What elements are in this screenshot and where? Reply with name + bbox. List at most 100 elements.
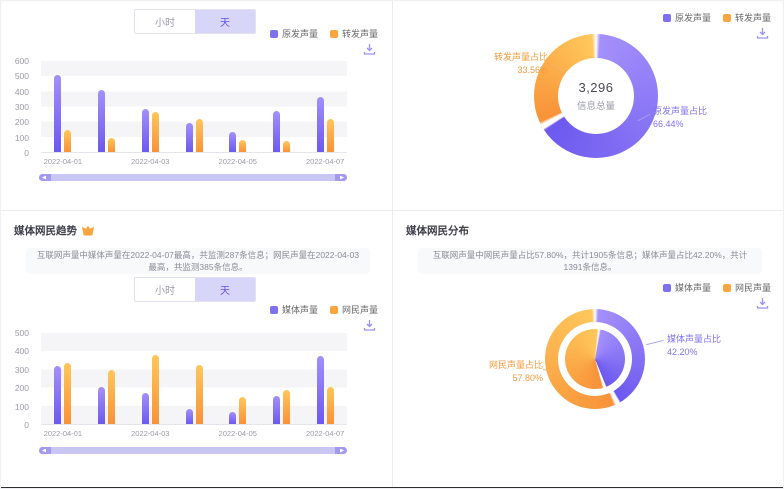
- download-icon[interactable]: [363, 319, 376, 332]
- y-tick-label: 100: [14, 132, 29, 143]
- bar-group: [172, 333, 216, 424]
- bar-网民声量: [326, 386, 334, 424]
- y-axis: 500 400 300 200 100 0: [1, 328, 35, 430]
- legend-item-media[interactable]: 媒体声量: [662, 281, 711, 294]
- bar-plot: [41, 61, 347, 153]
- download-icon[interactable]: [363, 43, 376, 56]
- slice-label-name: 原发声量占比: [653, 106, 708, 116]
- scrollbar-right-handle[interactable]: [335, 174, 347, 181]
- legend-swatch-orange: [722, 283, 731, 292]
- legend-swatch-orange: [329, 29, 338, 38]
- slice-label-name: 转发声量占比: [493, 52, 548, 62]
- scrollbar-left-handle[interactable]: [39, 447, 51, 454]
- legend-item-netizen[interactable]: 网民声量: [329, 303, 378, 316]
- bar-媒体声量: [185, 409, 193, 424]
- bar-媒体声量: [98, 386, 106, 424]
- window-bottom-edge: [1, 487, 783, 488]
- scrollbar-left-handle[interactable]: [39, 174, 51, 181]
- toggle-hour-button[interactable]: 小时: [135, 278, 195, 301]
- legend-swatch-purple: [269, 29, 278, 38]
- legend-item-repost[interactable]: 转发声量: [722, 11, 771, 24]
- data-zoom-scrollbar[interactable]: [39, 174, 347, 181]
- slice-label-original: 原发声量占比 66.44%: [653, 105, 733, 131]
- slice-label-pct: 33.56%: [517, 65, 548, 75]
- x-tick-label: [172, 157, 216, 166]
- summary-text: 互联网声量中媒体声量在2022-04-07最高，共监测287条信息；网民声量在2…: [26, 248, 370, 274]
- y-tick-label: 500: [14, 71, 29, 82]
- bar-原发声量: [98, 89, 106, 152]
- legend-swatch-purple: [269, 305, 278, 314]
- legend-item-repost[interactable]: 转发声量: [329, 27, 378, 40]
- x-tick-label: [172, 429, 216, 438]
- bar-网民声量: [151, 354, 159, 424]
- bar-group: [41, 333, 85, 424]
- download-icon[interactable]: [756, 297, 769, 310]
- x-axis: 2022-04-01 2022-04-03 2022-04-05 2022-04-07: [41, 157, 347, 166]
- x-tick-label: [260, 157, 304, 166]
- bar-group: [128, 61, 172, 152]
- slice-label-repost: 转发声量占比 33.56%: [463, 51, 548, 77]
- time-granularity-toggle: 小时 天: [134, 9, 256, 34]
- panel-title-text: 媒体网民分布: [406, 225, 469, 237]
- x-axis: 2022-04-01 2022-04-03 2022-04-05 2022-04-07: [41, 429, 347, 438]
- bar-媒体声量: [54, 365, 62, 424]
- toggle-day-button[interactable]: 天: [195, 278, 255, 301]
- bar-转发声量: [64, 130, 72, 152]
- bar-转发声量: [326, 119, 334, 152]
- bar-原发声量: [185, 123, 193, 152]
- x-tick-label: [260, 429, 304, 438]
- legend-item-original[interactable]: 原发声量: [269, 27, 318, 40]
- donut-chart-voice-share: 3,296 信息总量: [534, 34, 658, 158]
- toggle-hour-button[interactable]: 小时: [135, 10, 195, 33]
- panel-voice-share: 原发声量 转发声量 3,296 信息总量 转发声量占比 33.56% 原发声量占…: [393, 1, 783, 211]
- legend-item-original[interactable]: 原发声量: [662, 11, 711, 24]
- legend-label: 转发声量: [341, 29, 378, 39]
- x-tick-label: 2022-04-01: [43, 157, 83, 166]
- callout-line: [646, 339, 664, 346]
- panel-voice-trend: 小时 天 原发声量 转发声量 600 500 400 300 200 100 0 2022-…: [1, 1, 393, 211]
- bar-原发声量: [141, 108, 149, 152]
- slice-label-pct: 57.80%: [512, 373, 543, 383]
- y-tick-label: 300: [14, 364, 29, 375]
- x-tick-label: 2022-04-03: [131, 157, 170, 166]
- bar-group: [216, 61, 260, 152]
- x-tick-label: 2022-04-07: [305, 157, 345, 166]
- bar-网民声量: [108, 370, 116, 424]
- crown-icon: [82, 225, 94, 236]
- y-tick-label: 0: [24, 420, 29, 430]
- bar-转发声量: [239, 139, 247, 152]
- summary-text: 互联网声量中网民声量占比57.80%，共计1905条信息；媒体声量占比42.20…: [418, 248, 762, 274]
- bar-转发声量: [151, 111, 159, 152]
- bar-group: [303, 61, 347, 152]
- x-tick-label: 2022-04-07: [305, 429, 345, 438]
- bar-原发声量: [54, 75, 62, 152]
- legend-swatch-purple: [662, 13, 671, 22]
- legend-swatch-orange: [722, 13, 731, 22]
- legend-label: 网民声量: [341, 305, 378, 315]
- bar-plot: [41, 333, 347, 425]
- bar-原发声量: [272, 111, 280, 152]
- y-tick-label: 200: [14, 117, 29, 128]
- bar-媒体声量: [141, 393, 149, 424]
- legend-item-media[interactable]: 媒体声量: [269, 303, 318, 316]
- bar-网民声量: [239, 396, 247, 424]
- toggle-day-button[interactable]: 天: [195, 10, 255, 33]
- x-tick-label: [85, 429, 129, 438]
- legend-label: 转发声量: [734, 13, 771, 23]
- bar-原发声量: [316, 96, 324, 152]
- legend: 原发声量 转发声量: [269, 27, 378, 40]
- slice-label-media: 媒体声量占比 42.20%: [667, 333, 747, 359]
- y-tick-label: 300: [14, 102, 29, 112]
- y-tick-label: 600: [14, 56, 29, 66]
- legend-swatch-purple: [662, 283, 671, 292]
- bar-转发声量: [282, 141, 290, 152]
- data-zoom-scrollbar[interactable]: [39, 447, 347, 454]
- legend-item-netizen[interactable]: 网民声量: [722, 281, 771, 294]
- y-tick-label: 200: [14, 383, 29, 394]
- download-icon[interactable]: [756, 27, 769, 40]
- scrollbar-right-handle[interactable]: [335, 447, 347, 454]
- bar-转发声量: [195, 119, 203, 152]
- bar-媒体声量: [229, 412, 237, 424]
- x-tick-label: [85, 157, 129, 166]
